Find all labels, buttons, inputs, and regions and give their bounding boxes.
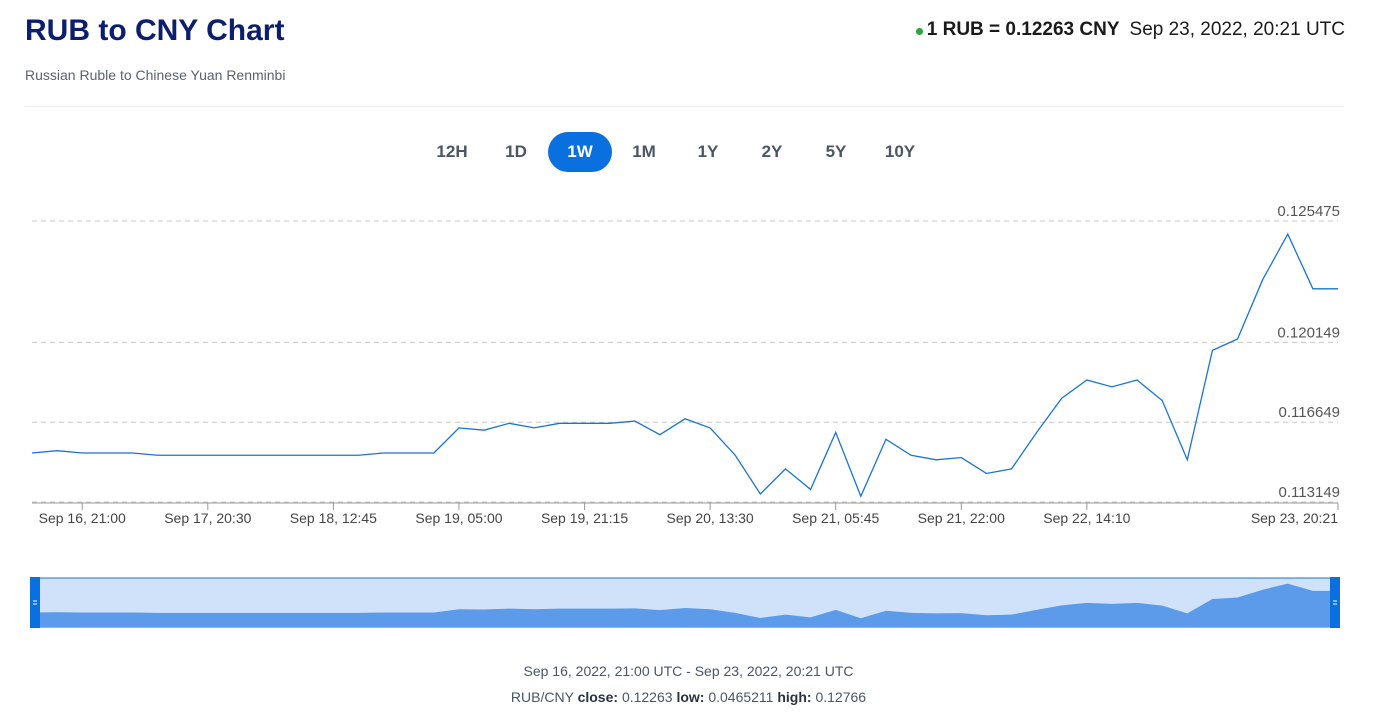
x-tick-label: Sep 22, 14:10 bbox=[1043, 510, 1130, 526]
range-button[interactable]: 1D bbox=[505, 142, 527, 161]
stat-label: close: bbox=[577, 689, 619, 705]
timestamp: Sep 23, 2022, 20:21 UTC bbox=[1129, 19, 1345, 40]
range-button[interactable]: 1M bbox=[632, 142, 656, 161]
x-tick-label: Sep 21, 05:45 bbox=[792, 510, 879, 526]
pair: RUB/CNY bbox=[510, 689, 574, 705]
y-tick-label: 0.116649 bbox=[1279, 404, 1340, 421]
rate-value: 1 RUB = 0.12263 CNY bbox=[915, 19, 1120, 41]
stat-label: low: bbox=[676, 689, 705, 705]
rate-info: 1 RUB = 0.12263 CNY Sep 23, 2022, 20:21 … bbox=[915, 19, 1345, 41]
x-tick-label: Sep 19, 05:00 bbox=[415, 510, 502, 526]
range-selector: 12H 1D 1W 1M 1Y 2Y 5Y 10Y bbox=[420, 132, 932, 172]
subtitle: Russian Ruble to Chinese Yuan Renminbi bbox=[25, 67, 286, 83]
range-button[interactable]: 5Y bbox=[825, 142, 847, 161]
footer-range: Sep 16, 2022, 21:00 UTC - Sep 23, 2022, … bbox=[523, 663, 854, 679]
x-tick-label: Sep 18, 12:45 bbox=[290, 510, 377, 526]
y-tick-label: 0.125475 bbox=[1277, 203, 1340, 220]
y-tick-label: 0.120149 bbox=[1277, 324, 1340, 341]
rate: 1 RUB = 0.12263 CNY bbox=[926, 19, 1120, 40]
range-button[interactable]: 1Y bbox=[697, 142, 719, 161]
navigator-handle[interactable] bbox=[30, 577, 40, 628]
x-tick-label: Sep 20, 13:30 bbox=[667, 510, 754, 526]
range-button[interactable]: 12H bbox=[436, 142, 468, 161]
price-line bbox=[31, 232, 1338, 498]
footer-stats: RUB/CNY close: 0.12263 low: 0.0465211 hi… bbox=[0, 689, 1377, 705]
x-tick-label: Sep 16, 21:00 bbox=[39, 510, 126, 526]
live-dot bbox=[915, 28, 923, 35]
stat-value: 0.0465211 bbox=[708, 689, 774, 705]
page-title: RUB to CNY Chart bbox=[25, 14, 285, 47]
stat-value: 0.12263 bbox=[621, 689, 673, 705]
x-tick-label: Sep 23, 20:21 bbox=[1251, 510, 1338, 526]
x-tick-label: Sep 21, 22:00 bbox=[918, 510, 1005, 526]
stat-value: 0.12766 bbox=[815, 689, 867, 705]
stat-label: high: bbox=[777, 689, 812, 705]
x-tick-label: Sep 17, 20:30 bbox=[164, 510, 251, 526]
x-tick-label: Sep 19, 21:15 bbox=[541, 510, 628, 526]
separator bbox=[25, 106, 1344, 107]
navigator-area bbox=[32, 583, 1338, 627]
navigator-handle[interactable] bbox=[1330, 577, 1340, 628]
range-button[interactable]: 10Y bbox=[884, 142, 916, 161]
range-button[interactable]: 2Y bbox=[761, 142, 783, 161]
range-button[interactable]: 1W bbox=[548, 132, 612, 172]
y-tick-label: 0.113149 bbox=[1279, 484, 1340, 501]
